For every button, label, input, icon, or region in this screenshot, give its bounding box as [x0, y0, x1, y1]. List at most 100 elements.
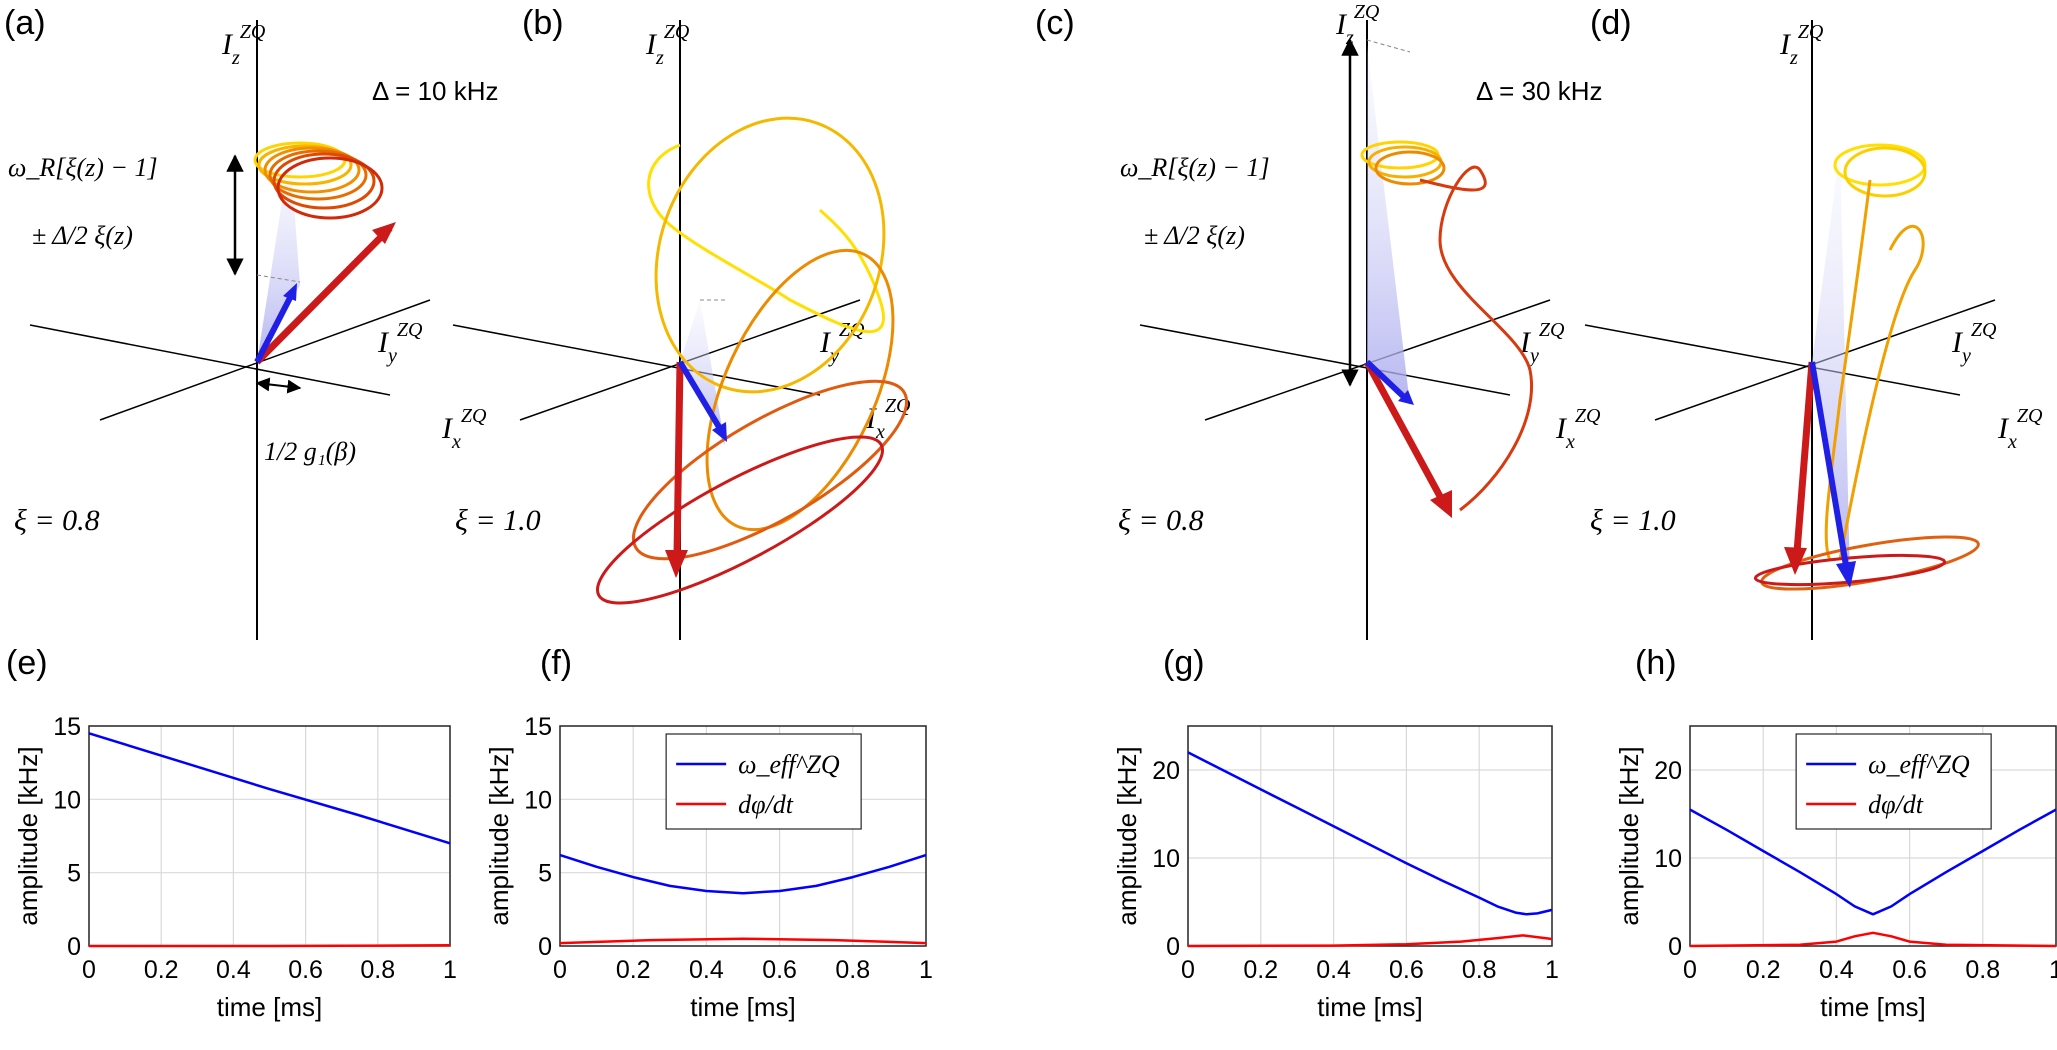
xi-label: ξ = 1.0	[455, 504, 541, 537]
series-line	[559, 937, 927, 945]
legend-entry: ω_eff^ZQ	[1868, 750, 1970, 779]
y-tick-label: 0	[1166, 933, 1180, 961]
x-tick-label: 0.8	[1965, 956, 2000, 984]
x-tick-label: 0.6	[1892, 956, 1927, 984]
xi-label: ξ = 1.0	[1590, 504, 1676, 537]
trajectory	[595, 116, 909, 605]
y-tick-label: 5	[67, 860, 81, 888]
x-tick-label: 0.8	[360, 956, 395, 984]
trajectory	[253, 141, 384, 220]
plot-frame	[559, 725, 927, 947]
y-axis-label: amplitude [kHz]	[1112, 746, 1142, 925]
vector-cone	[257, 150, 300, 362]
series-line	[88, 732, 451, 845]
y-tick-label: 10	[1152, 845, 1180, 873]
x-tick-label: 0.2	[144, 956, 179, 984]
vector-cone	[1812, 150, 1850, 580]
blue-vector-head	[712, 422, 727, 442]
y-axis-label: amplitude [kHz]	[1614, 746, 1644, 925]
series-line	[559, 853, 927, 895]
axis-label-y: IyZQ	[1951, 319, 1997, 367]
x-tick-label: 0.2	[1243, 956, 1278, 984]
series-line	[1187, 751, 1553, 916]
blue-vector-head	[1836, 561, 1856, 588]
panel-label: (f)	[540, 644, 572, 682]
annotation-line2: ± Δ/2 ξ(z)	[1144, 221, 1245, 250]
x-tick-label: 1	[443, 956, 457, 984]
x-tick-label: 0.2	[1746, 956, 1781, 984]
y-axis-label: amplitude [kHz]	[484, 746, 514, 925]
x-tick-label: 0	[1683, 956, 1697, 984]
y-tick-label: 0	[1668, 933, 1682, 961]
x-tick-label: 0.4	[689, 956, 724, 984]
legend-box	[665, 733, 862, 830]
x-tick-label: 0.2	[616, 956, 651, 984]
y-axis	[29, 324, 391, 396]
x-tick-label: 0.6	[762, 956, 797, 984]
red-vector-head	[372, 222, 396, 244]
red-vector-head	[1784, 547, 1807, 575]
x-tick-label: 0	[82, 956, 96, 984]
x-axis-label: time [ms]	[1317, 992, 1422, 1022]
y-axis-label: amplitude [kHz]	[13, 746, 43, 925]
xi-label: ξ = 0.8	[14, 504, 100, 537]
y-tick-label: 10	[1654, 845, 1682, 873]
annotation-offset: 1/2 g₁(β)	[264, 437, 356, 466]
plot-frame	[1187, 725, 1553, 947]
x-axis-label: time [ms]	[217, 992, 322, 1022]
x-tick-label: 0.8	[1462, 956, 1497, 984]
axis-label-z: IzZQ	[221, 21, 266, 69]
series-line	[89, 944, 451, 948]
x-tick-label: 0	[1181, 956, 1195, 984]
red-vector	[1793, 361, 1816, 553]
axis-label-x: IxZQ	[441, 405, 487, 453]
x-axis-label: time [ms]	[690, 992, 795, 1022]
y-tick-label: 10	[524, 786, 552, 814]
axis-label-x: IxZQ	[1555, 405, 1601, 453]
delta-label: Δ = 10 kHz	[372, 76, 498, 106]
panel-c: (c) IzZQ IyZQ IxZQ ω_R[ξ(z) − 1] ± Δ/2 ξ…	[1035, 1, 1602, 640]
panel-label-d: (d)	[1590, 4, 1632, 42]
series-line	[1689, 808, 2057, 916]
axis-label-z: IzZQ	[1335, 1, 1380, 49]
x-tick-label: 0.4	[216, 956, 251, 984]
annotation-line1: ω_R[ξ(z) − 1]	[8, 153, 158, 182]
panel-label: (g)	[1163, 644, 1205, 682]
x-tick-label: 0.4	[1316, 956, 1351, 984]
x-axis	[99, 299, 431, 421]
x-tick-label: 1	[2049, 956, 2057, 984]
blue-vector	[254, 290, 296, 364]
panel-d: (d) IzZQ IyZQ IxZQ ξ = 1.0	[1584, 4, 2043, 640]
axis-label-z: IzZQ	[1779, 21, 1824, 69]
legend-entry: ω_eff^ZQ	[738, 750, 840, 779]
y-tick-label: 5	[538, 860, 552, 888]
axis-label-x: IxZQ	[865, 395, 911, 443]
x-tick-label: 1	[919, 956, 933, 984]
red-vector	[254, 225, 393, 365]
axis-label-z: IzZQ	[645, 21, 690, 69]
panel-b: (b) IzZQ IyZQ IxZQ ξ = 1.0	[452, 4, 911, 640]
offset-arrow	[255, 377, 302, 394]
blue-vector-head	[1398, 390, 1414, 405]
series-line	[1187, 934, 1553, 948]
panel-label-c: (c)	[1035, 4, 1075, 42]
y-tick-label: 0	[67, 933, 81, 961]
axis-label-x: IxZQ	[1997, 405, 2043, 453]
x-tick-label: 1	[1545, 956, 1559, 984]
legend-entry: dφ/dt	[1868, 790, 1924, 819]
y-tick-label: 20	[1152, 757, 1180, 785]
vector-cone	[1367, 45, 1410, 405]
y-tick-label: 0	[538, 933, 552, 961]
panel-label-a: (a)	[4, 4, 46, 42]
y-tick-label: 15	[53, 713, 81, 741]
plot-frame	[1689, 725, 2057, 947]
legend-entry: dφ/dt	[738, 790, 794, 819]
blue-vector	[1364, 359, 1408, 401]
y-tick-label: 15	[524, 713, 552, 741]
x-tick-label: 0.6	[1389, 956, 1424, 984]
